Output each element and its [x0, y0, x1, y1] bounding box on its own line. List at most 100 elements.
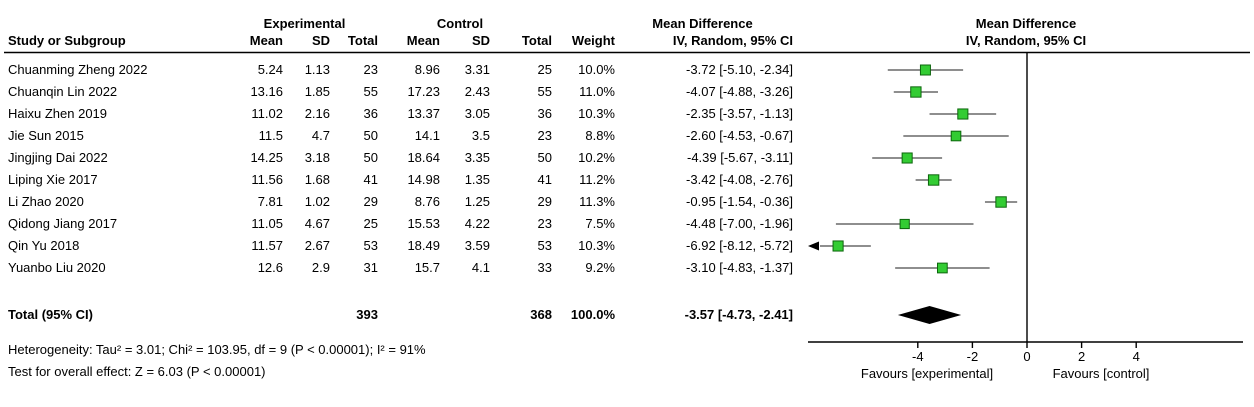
col-header-total-ctrl: Total	[521, 33, 552, 48]
study-mean1: 7.81	[257, 194, 283, 209]
group-header-experimental: Experimental	[263, 16, 346, 31]
study-weight: 10.3%	[578, 238, 615, 253]
study-n2: 33	[537, 260, 552, 275]
study-n2: 36	[537, 106, 552, 121]
heterogeneity-stats: Heterogeneity: Tau² = 3.01; Chi² = 103.9…	[8, 342, 426, 357]
study-n2: 50	[537, 150, 552, 165]
study-mean2: 14.98	[407, 172, 440, 187]
col-header-mean-exp: Mean	[249, 33, 283, 48]
study-sd2: 3.05	[464, 106, 490, 121]
study-weight: 11.2%	[579, 172, 615, 187]
study-row: Chuanming Zheng 2022 5.24 1.13 23 8.96 3.31 25…	[0, 59, 1254, 81]
study-n2: 55	[537, 84, 552, 99]
axis-tick-label: -4	[912, 349, 924, 364]
effect-marker	[901, 152, 913, 164]
study-mean1: 12.6	[257, 260, 283, 275]
total-label: Total (95% CI)	[8, 307, 93, 322]
col-header-total-exp: Total	[347, 33, 378, 48]
study-n1: 31	[363, 260, 378, 275]
study-mean1: 11.57	[251, 238, 283, 253]
study-mean2: 8.76	[414, 194, 440, 209]
study-weight: 11.3%	[579, 194, 615, 209]
study-row: Qin Yu 2018 11.57 2.67 53 18.49 3.59 53 10.3% -6…	[0, 235, 1254, 257]
pooled-diamond	[897, 306, 962, 324]
effect-marker	[957, 108, 969, 120]
effect-marker	[899, 218, 910, 230]
study-mean1: 11.5	[258, 128, 283, 143]
study-name: Li Zhao 2020	[8, 194, 84, 209]
axis-tick-label: 0	[1023, 349, 1030, 364]
col-header-mean-ctrl: Mean	[406, 33, 440, 48]
study-n2: 23	[537, 128, 552, 143]
study-mean2: 18.64	[407, 150, 440, 165]
group-header-mean-difference-plot: Mean Difference	[975, 16, 1077, 31]
study-name: Jingjing Dai 2022	[8, 150, 108, 165]
column-header-row: Study or Subgroup Mean SD Total Mean SD …	[0, 30, 1254, 52]
study-mean2: 15.7	[414, 260, 440, 275]
study-sd2: 1.35	[464, 172, 490, 187]
study-sd2: 3.59	[464, 238, 490, 253]
study-sd2: 3.31	[464, 62, 490, 77]
study-name: Yuanbo Liu 2020	[8, 260, 106, 275]
study-mean2: 14.1	[414, 128, 440, 143]
study-ci: -2.35 [-3.57, -1.13]	[686, 106, 793, 121]
study-n1: 29	[363, 194, 378, 209]
study-name: Qidong Jiang 2017	[8, 216, 118, 231]
study-weight: 10.2%	[578, 150, 615, 165]
study-sd2: 1.25	[464, 194, 490, 209]
study-name: Jie Sun 2015	[8, 128, 84, 143]
study-row: Jingjing Dai 2022 14.25 3.18 50 18.64 3.35 50 1…	[0, 147, 1254, 169]
total-n-exp: 393	[356, 307, 378, 322]
study-sd2: 4.22	[464, 216, 490, 231]
study-n2: 23	[537, 216, 552, 231]
study-sd1: 1.85	[304, 84, 330, 99]
study-row: Chuanqin Lin 2022 13.16 1.85 55 17.23 2.43 55 1…	[0, 81, 1254, 103]
study-sd1: 3.18	[304, 150, 330, 165]
study-sd2: 2.43	[464, 84, 490, 99]
study-n2: 25	[537, 62, 552, 77]
study-mean2: 8.96	[414, 62, 440, 77]
study-mean2: 17.23	[407, 84, 440, 99]
study-name: Qin Yu 2018	[8, 238, 80, 253]
study-sd1: 4.67	[304, 216, 330, 231]
study-row: Jie Sun 2015 11.5 4.7 50 14.1 3.5 23 8.8% -2.60 …	[0, 125, 1254, 147]
study-sd1: 1.02	[304, 194, 330, 209]
study-sd2: 4.1	[471, 260, 490, 275]
study-n1: 41	[363, 172, 378, 187]
total-n-ctrl: 368	[530, 307, 552, 322]
group-header-control: Control	[436, 16, 484, 31]
study-mean1: 11.56	[251, 172, 283, 187]
effect-marker	[919, 64, 931, 76]
study-n1: 53	[363, 238, 378, 253]
col-header-sd-ctrl: SD	[471, 33, 490, 48]
group-header-mean-difference-text: Mean Difference	[652, 16, 753, 31]
effect-marker	[995, 196, 1007, 208]
study-weight: 8.8%	[585, 128, 615, 143]
effect-marker	[910, 86, 922, 98]
study-n1: 23	[363, 62, 378, 77]
study-sd1: 1.68	[304, 172, 330, 187]
axis-tick-label: 2	[1078, 349, 1085, 364]
study-weight: 9.2%	[585, 260, 615, 275]
study-name: Chuanqin Lin 2022	[8, 84, 118, 99]
group-header-row: Experimental Control Mean Difference Mea…	[0, 13, 1254, 35]
study-ci: -4.48 [-7.00, -1.96]	[686, 216, 793, 231]
total-row: Total (95% CI) 393 368 100.0% -3.57 [-4.…	[0, 304, 1254, 326]
study-name: Chuanming Zheng 2022	[8, 62, 148, 77]
study-n1: 50	[363, 150, 378, 165]
study-ci: -4.39 [-5.67, -3.11]	[687, 150, 793, 165]
study-row: Li Zhao 2020 7.81 1.02 29 8.76 1.25 29 11.3% -0.…	[0, 191, 1254, 213]
favours-experimental-label: Favours [experimental]	[861, 366, 993, 381]
study-n2: 41	[537, 172, 552, 187]
col-header-weight: Weight	[571, 33, 615, 48]
study-mean1: 11.02	[251, 106, 283, 121]
study-weight: 7.5%	[585, 216, 615, 231]
effect-marker	[936, 262, 948, 274]
study-weight: 10.0%	[578, 62, 615, 77]
study-mean1: 13.16	[250, 84, 283, 99]
axis-tick-label: 4	[1133, 349, 1140, 364]
study-ci: -6.92 [-8.12, -5.72]	[686, 238, 793, 253]
col-header-ci-text: IV, Random, 95% CI	[672, 33, 793, 48]
col-header-sd-exp: SD	[311, 33, 330, 48]
